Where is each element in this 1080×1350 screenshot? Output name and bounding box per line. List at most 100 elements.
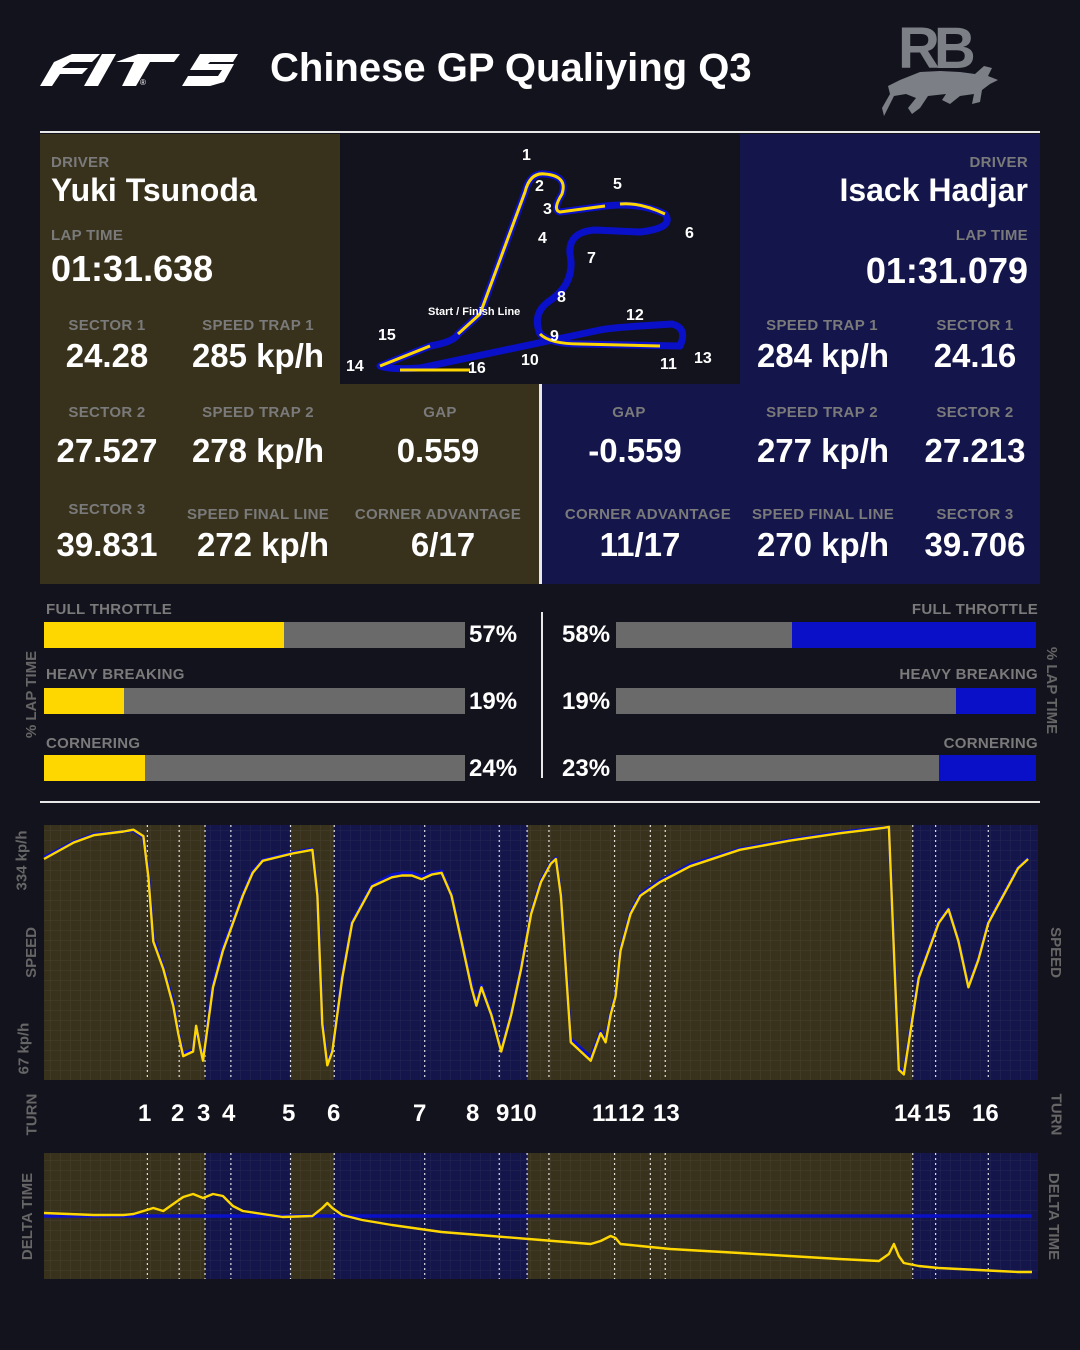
turn-label: 1 [138, 1100, 152, 1127]
driver1-laptime-label: LAP TIME [51, 227, 124, 244]
track-turn-label: 5 [613, 176, 622, 193]
driver2-driver-label: DRIVER [969, 154, 1028, 171]
driver2-sector2: 27.213 [924, 432, 1026, 469]
driver2-braking-label: HEAVY BREAKING [899, 666, 1038, 683]
driver1-name: Yuki Tsunoda [51, 172, 257, 208]
track-turn-label: 9 [550, 328, 559, 345]
driver2-sector2-label: SECTOR 2 [936, 404, 1014, 421]
bars-divider [541, 612, 543, 778]
driver2-cornering-fill [939, 755, 1036, 781]
driver2-sector1: 24.16 [933, 337, 1017, 374]
driver2-final-label: SPEED FINAL LINE [751, 506, 895, 523]
driver1-sector3-label: SECTOR 3 [68, 501, 146, 518]
driver2-sector3: 39.706 [924, 526, 1026, 563]
driver2-trap2: 277 kp/h [756, 432, 890, 469]
driver1-trap1: 285 kp/h [191, 337, 325, 374]
driver1-driver-label: DRIVER [51, 154, 110, 171]
driver2-sector1-label: SECTOR 1 [936, 317, 1014, 334]
track-turn-label: 7 [587, 250, 596, 267]
driver2-gap-label: GAP [612, 404, 646, 421]
driver1-cornering-fill [44, 755, 146, 781]
track-turn-label: 6 [685, 225, 694, 242]
driver1-braking-label: HEAVY BREAKING [46, 666, 185, 683]
turn-label: 2 [171, 1100, 185, 1127]
driver2-braking-fill [956, 688, 1036, 714]
driver2-name: Isack Hadjar [839, 172, 1028, 208]
driver2-throttle-pct: 58% [562, 621, 611, 648]
driver1-cornering-label: CORNERING [46, 735, 141, 752]
driver1-cornering-pct: 24% [469, 755, 518, 782]
header-rule [40, 131, 1040, 133]
track-turn-label: 12 [626, 307, 644, 324]
driver1-corner-label: CORNER ADVANTAGE [354, 506, 522, 523]
track-map: Start / Finish Line 1 2 3 4 5 6 7 8 9 10… [340, 134, 740, 389]
speed-chart-lines [43, 825, 1030, 1076]
racing-bulls-icon: RB [882, 16, 998, 116]
driver1-speed-line [43, 825, 1029, 1076]
delta-chart-turn-lines [146, 1153, 989, 1279]
turn-label: 4 [222, 1100, 236, 1127]
turn-label: 7 [413, 1100, 427, 1127]
driver2-braking-bar [616, 688, 1036, 714]
track-turn-label: 8 [557, 289, 566, 306]
driver2-throttle-label: FULL THROTTLE [911, 601, 1038, 618]
track-turn-label: 15 [378, 327, 396, 344]
driver1-sector2-label: SECTOR 2 [68, 404, 146, 421]
driver2-trap1: 284 kp/h [756, 337, 890, 374]
driver1-braking-pct: 19% [469, 688, 518, 715]
turn-label: 16 [972, 1100, 999, 1127]
driver2-throttle-fill [792, 622, 1036, 648]
team-logo: RB [880, 16, 1005, 126]
driver1-trap1-label: SPEED TRAP 1 [202, 317, 314, 334]
driver2-laptime: 01:31.079 [865, 250, 1028, 291]
turn-label: 6 [327, 1100, 341, 1127]
turn-label: 10 [510, 1100, 537, 1127]
driver2-braking-pct: 19% [562, 688, 611, 715]
track-turn-label: 4 [538, 230, 547, 247]
driver1-final-label: SPEED FINAL LINE [186, 506, 330, 523]
start-finish-label: Start / Finish Line [428, 306, 520, 318]
turn-label: 9 [496, 1100, 510, 1127]
driver1-final: 272 kp/h [196, 526, 330, 563]
turn-label: 13 [653, 1100, 680, 1127]
turn-label: 3 [197, 1100, 211, 1127]
driver1-delta-line [43, 1192, 1032, 1274]
driver2-cornering-bar [616, 755, 1036, 781]
driver1-laptime: 01:31.638 [51, 248, 214, 289]
driver1-braking-bar [44, 688, 465, 714]
driver1-throttle-bar [44, 622, 465, 648]
driver2-trap1-label: SPEED TRAP 1 [766, 317, 878, 334]
driver2-corner-label: CORNER ADVANTAGE [564, 506, 732, 523]
turn-label: 11 [592, 1100, 618, 1127]
page-title: Chinese GP Qualiying Q3 [270, 46, 752, 90]
driver2-trap2-label: SPEED TRAP 2 [766, 404, 878, 421]
track-turn-label: 1 [522, 147, 531, 164]
driver2-corner: 11/17 [599, 526, 681, 563]
driver2-sector3-label: SECTOR 3 [936, 506, 1014, 523]
turn-label: 14 [894, 1100, 921, 1127]
driver1-sector3: 39.831 [56, 526, 158, 563]
speed-chart-grid [44, 825, 1038, 1080]
f1-logo-icon: ® [40, 54, 238, 87]
driver2-cornering-pct: 23% [562, 755, 611, 782]
track-turn-label: 16 [468, 360, 486, 377]
turn-label: 12 [618, 1100, 645, 1127]
driver1-braking-fill [44, 688, 124, 714]
driver1-sector1: 24.28 [65, 337, 149, 374]
track-turn-label: 14 [346, 358, 364, 375]
driver1-corner: 6/17 [410, 526, 476, 563]
driver2-gap: -0.559 [588, 432, 682, 469]
turn-label: 15 [924, 1100, 951, 1127]
driver1-sector2: 27.527 [56, 432, 158, 469]
svg-text:®: ® [140, 78, 146, 87]
driver1-cornering-bar [44, 755, 465, 781]
driver1-gap-label: GAP [423, 404, 457, 421]
delta-chart-lines [43, 1192, 1032, 1274]
driver2-cornering-label: CORNERING [943, 735, 1038, 752]
driver1-throttle-label: FULL THROTTLE [46, 601, 173, 618]
driver2-throttle-bar [616, 622, 1036, 648]
track-turn-label: 10 [521, 352, 539, 369]
driver1-throttle-pct: 57% [469, 621, 518, 648]
driver1-throttle-fill [44, 622, 284, 648]
